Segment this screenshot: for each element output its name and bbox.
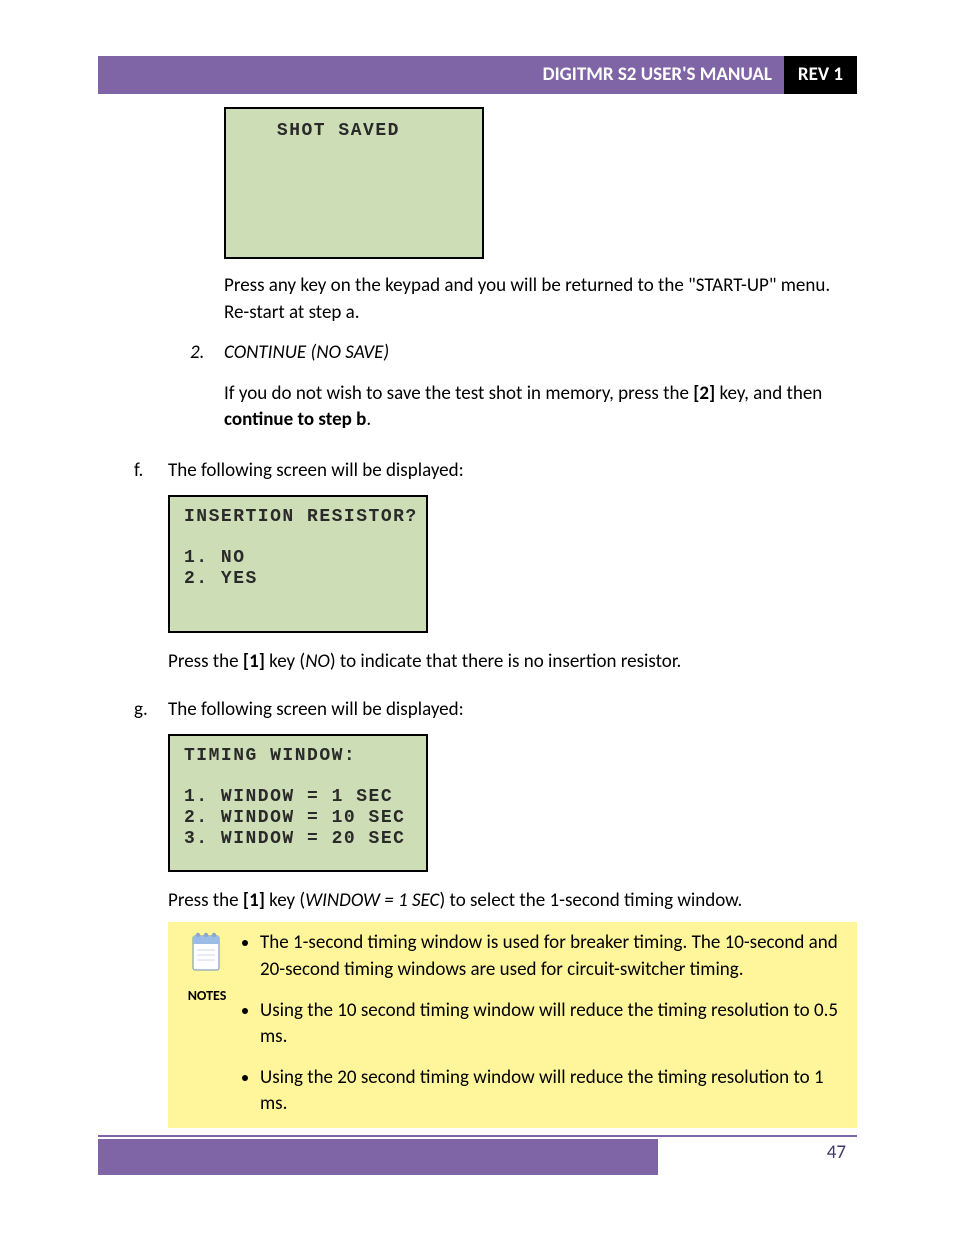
note-item: Using the 20 second timing window will r…: [260, 1065, 847, 1118]
page-number: 47: [827, 1140, 846, 1167]
lcd-line: TIMING WINDOW:: [184, 746, 356, 766]
step-label: f.: [134, 458, 143, 485]
lcd-line: 2. YES: [184, 569, 258, 589]
key-label: [1]: [243, 650, 265, 673]
lcd-line: 1. NO: [184, 548, 246, 568]
footer-bar: [98, 1139, 658, 1175]
notes-list: The 1-second timing window is used for b…: [240, 930, 847, 1120]
text: ) to select the 1-second timing window.: [439, 889, 742, 912]
step-label: g.: [134, 697, 148, 724]
step-f-after: Press the [1] key (NO) to indicate that …: [168, 649, 857, 676]
lcd-line: 1. WINDOW = 1 SEC: [184, 787, 393, 807]
option-number: 2.: [190, 340, 204, 367]
step-g-after: Press the [1] key (WINDOW = 1 SEC) to se…: [168, 888, 857, 915]
text: key, and then: [715, 382, 822, 405]
text-italic: WINDOW = 1 SEC: [305, 889, 439, 912]
notepad-icon: [187, 930, 227, 974]
lcd-timing-window: TIMING WINDOW: 1. WINDOW = 1 SEC 2. WIND…: [168, 734, 428, 872]
text: key (: [265, 650, 305, 673]
lcd-insertion-resistor: INSERTION RESISTOR? 1. NO 2. YES: [168, 495, 428, 633]
header-title: DIGITMR S2 USER'S MANUAL: [543, 62, 784, 89]
lcd-line: INSERTION RESISTOR?: [184, 507, 418, 527]
note-item: Using the 10 second timing window will r…: [260, 998, 847, 1051]
page-header: DIGITMR S2 USER'S MANUAL REV 1: [98, 56, 857, 94]
step-f: f. The following screen will be displaye…: [98, 458, 857, 485]
notes-label: NOTES: [174, 986, 240, 1006]
page-content: SHOT SAVED Press any key on the keypad a…: [98, 107, 857, 1128]
text: Press the: [168, 889, 243, 912]
text-bold: continue to step b: [224, 408, 366, 431]
text: Press the: [168, 650, 243, 673]
notes-box: NOTES The 1-second timing window is used…: [168, 922, 857, 1128]
header-rev: REV 1: [784, 56, 857, 94]
option-title: CONTINUE (NO SAVE): [224, 340, 857, 367]
key-label: [1]: [243, 889, 265, 912]
key-label: [2]: [693, 382, 715, 405]
text: key (: [265, 889, 305, 912]
lcd-line: SHOT SAVED: [240, 121, 400, 141]
option-2-block: 2. CONTINUE (NO SAVE): [98, 340, 857, 367]
option-2-body: If you do not wish to save the test shot…: [224, 381, 857, 434]
para-press-any-key: Press any key on the keypad and you will…: [224, 273, 857, 326]
notes-left-column: NOTES: [174, 930, 240, 1120]
step-intro: The following screen will be displayed:: [168, 697, 857, 724]
text: If you do not wish to save the test shot…: [224, 382, 693, 405]
lcd-line: 3. WINDOW = 20 SEC: [184, 829, 405, 849]
lcd-line: 2. WINDOW = 10 SEC: [184, 808, 405, 828]
text-italic: NO: [305, 650, 330, 673]
note-item: The 1-second timing window is used for b…: [260, 930, 847, 983]
step-g: g. The following screen will be displaye…: [98, 697, 857, 724]
footer-line: [98, 1135, 857, 1137]
text: ) to indicate that there is no insertion…: [330, 650, 681, 673]
step-intro: The following screen will be displayed:: [168, 458, 857, 485]
text: .: [366, 408, 371, 431]
lcd-shot-saved: SHOT SAVED: [224, 107, 484, 259]
